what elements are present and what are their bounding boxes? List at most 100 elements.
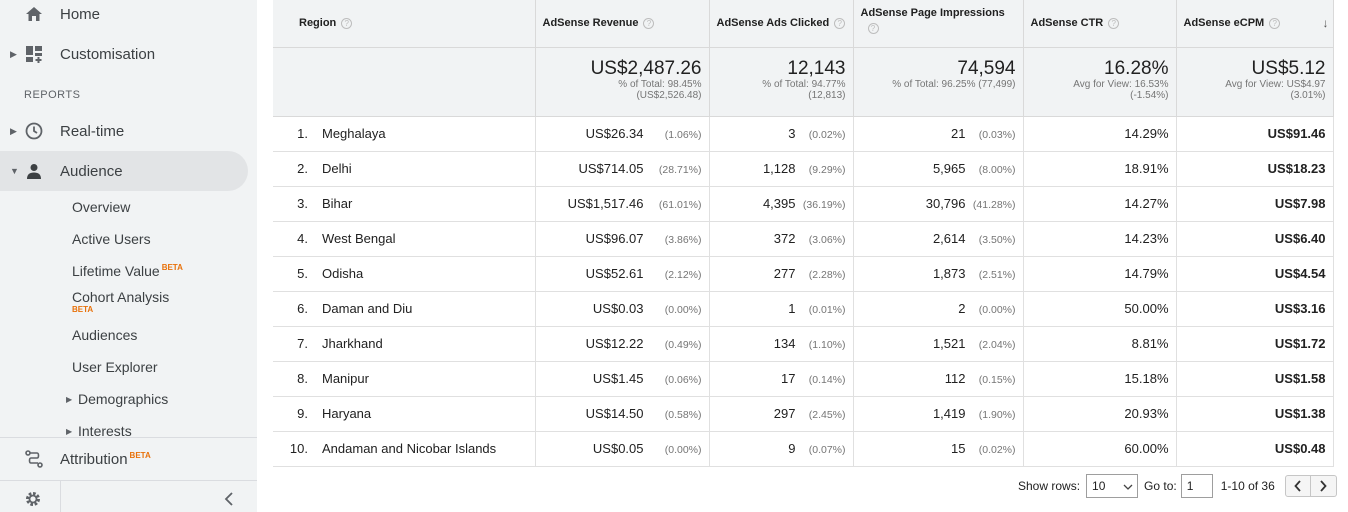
region-name[interactable]: Meghalaya — [322, 126, 386, 141]
totals-sub: (3.01%) — [1290, 89, 1326, 101]
region-name[interactable]: Manipur — [322, 371, 369, 386]
ctr-cell: 14.29% — [1023, 116, 1177, 152]
totals-sub: % of Total: 94.77% — [762, 78, 846, 90]
nav-audience-label: Audience — [60, 162, 123, 180]
impressions-cell: 15 (0.02%) — [853, 431, 1024, 467]
impressions-value: 1,521 — [932, 336, 966, 351]
revenue-cell: US$0.03 (0.00%) — [535, 291, 710, 327]
revenue-cell: US$14.50 (0.58%) — [535, 396, 710, 432]
region-cell[interactable]: 3. Bihar — [273, 186, 536, 222]
header-ecpm[interactable]: AdSense eCPM? ↓ — [1176, 0, 1334, 48]
header-revenue[interactable]: AdSense Revenue? — [535, 0, 710, 48]
gear-icon[interactable] — [24, 490, 42, 512]
region-cell[interactable]: 7. Jharkhand — [273, 326, 536, 362]
region-cell[interactable]: 5. Odisha — [273, 256, 536, 292]
region-cell[interactable]: 8. Manipur — [273, 361, 536, 397]
header-region-label: Region — [299, 17, 337, 30]
sort-descending-icon[interactable]: ↓ — [1322, 16, 1329, 30]
header-revenue-label: AdSense Revenue — [542, 17, 639, 30]
beta-badge: BETA — [72, 305, 94, 314]
header-ads-clicked[interactable]: AdSense Ads Clicked? — [709, 0, 854, 48]
help-icon[interactable]: ? — [341, 17, 353, 29]
row-index: 10. — [289, 441, 308, 456]
region-name[interactable]: Andaman and Nicobar Islands — [322, 441, 497, 456]
ads-clicked-percent: (2.45%) — [808, 409, 846, 421]
nav-audiences[interactable]: Audiences — [72, 327, 138, 343]
show-rows-select[interactable]: 10 — [1086, 474, 1139, 498]
help-icon[interactable]: ? — [867, 23, 879, 34]
table-row[interactable]: 2. Delhi US$714.05 (28.71%) 1,128 (9.29%) 5,96… — [273, 151, 1334, 187]
region-name[interactable]: Daman and Diu — [322, 301, 413, 316]
ecpm-cell: US$91.46 — [1176, 116, 1334, 152]
region-cell[interactable]: 10. Andaman and Nicobar Islands — [273, 431, 536, 467]
ctr-cell: 8.81% — [1023, 326, 1177, 362]
table-row[interactable]: 6. Daman and Diu US$0.03 (0.00%) 1 (0.01%) 2 (0… — [273, 291, 1334, 327]
region-cell[interactable]: 2. Delhi — [273, 151, 536, 187]
nav-attribution[interactable]: Attribution BETA — [0, 439, 248, 479]
region-name[interactable]: Odisha — [322, 266, 364, 281]
ecpm-cell: US$18.23 — [1176, 151, 1334, 187]
region-name[interactable]: West Bengal — [322, 231, 396, 246]
nav-home[interactable]: Home — [0, 0, 248, 34]
table-row[interactable]: 10. Andaman and Nicobar Islands US$0.05 (0.… — [273, 431, 1334, 467]
revenue-value: US$714.05 — [578, 161, 644, 176]
impressions-percent: (0.00%) — [978, 304, 1016, 316]
nav-attribution-text: Attribution — [60, 450, 128, 468]
table-row[interactable]: 5. Odisha US$52.61 (2.12%) 277 (2.28%) 1,873 (2… — [273, 256, 1334, 292]
goto-input[interactable]: 1 — [1180, 474, 1213, 498]
table-row[interactable]: 3. Bihar US$1,517.46 (61.01%) 4,395 (36.19%) 3… — [273, 186, 1334, 222]
help-icon[interactable]: ? — [834, 17, 846, 29]
header-region[interactable]: Region? — [273, 0, 536, 48]
revenue-value: US$52.61 — [585, 266, 644, 281]
chevron-left-icon[interactable] — [224, 492, 234, 511]
table-row[interactable]: 4. West Bengal US$96.07 (3.86%) 372 (3.06%) 2,… — [273, 221, 1334, 257]
ecpm-value: US$1.72 — [1274, 336, 1326, 351]
nav-audience[interactable]: ▼ Audience — [0, 151, 248, 191]
header-ctr[interactable]: AdSense CTR? — [1023, 0, 1177, 48]
region-cell[interactable]: 6. Daman and Diu — [273, 291, 536, 327]
revenue-percent: (2.12%) — [664, 269, 702, 281]
caret-right-icon: ▶ — [66, 427, 73, 436]
totals-value: 16.28% — [1104, 57, 1169, 79]
help-icon[interactable]: ? — [643, 17, 655, 29]
beta-badge: BETA — [129, 450, 151, 460]
ecpm-value: US$6.40 — [1274, 231, 1326, 246]
nav-demographics[interactable]: Demographics — [78, 391, 169, 407]
impressions-value: 5,965 — [932, 161, 966, 176]
nav-cohort-analysis[interactable]: Cohort Analysis — [72, 289, 170, 305]
table-row[interactable]: 8. Manipur US$1.45 (0.06%) 17 (0.14%) 112 (0.15… — [273, 361, 1334, 397]
nav-interests[interactable]: Interests — [78, 423, 132, 439]
region-name[interactable]: Jharkhand — [322, 336, 383, 351]
table-row[interactable]: 7. Jharkhand US$12.22 (0.49%) 134 (1.10%) 1,52… — [273, 326, 1334, 362]
nav-user-explorer[interactable]: User Explorer — [72, 359, 158, 375]
nav-realtime[interactable]: ▶ Real-time — [0, 111, 248, 151]
ecpm-value: US$1.38 — [1274, 406, 1326, 421]
region-name[interactable]: Delhi — [322, 161, 352, 176]
impressions-cell: 1,521 (2.04%) — [853, 326, 1024, 362]
ctr-cell: 18.91% — [1023, 151, 1177, 187]
nav-overview[interactable]: Overview — [72, 199, 131, 215]
row-index: 5. — [297, 266, 308, 281]
region-cell[interactable]: 1. Meghalaya — [273, 116, 536, 152]
help-icon[interactable]: ? — [1269, 17, 1281, 29]
table-row[interactable]: 1. Meghalaya US$26.34 (1.06%) 3 (0.02%) 21 (0.0… — [273, 116, 1334, 152]
region-cell[interactable]: 4. West Bengal — [273, 221, 536, 257]
next-page-button[interactable] — [1310, 475, 1337, 497]
table-row[interactable]: 9. Haryana US$14.50 (0.58%) 297 (2.45%) 1,419 (… — [273, 396, 1334, 432]
ecpm-cell: US$6.40 — [1176, 221, 1334, 257]
region-cell[interactable]: 9. Haryana — [273, 396, 536, 432]
revenue-percent: (0.00%) — [664, 444, 702, 456]
nav-active-users[interactable]: Active Users — [72, 231, 151, 247]
region-name[interactable]: Bihar — [322, 196, 353, 211]
ads-clicked-cell: 17 (0.14%) — [709, 361, 854, 397]
region-name[interactable]: Haryana — [322, 406, 372, 421]
header-row: Region? AdSense Revenue? AdSense Ads Cli… — [273, 0, 1334, 48]
nav-customisation[interactable]: ▶ Customisation — [0, 34, 248, 74]
header-page-impressions[interactable]: AdSense Page Impressions? — [853, 0, 1024, 48]
nav-lifetime-value[interactable]: Lifetime Value BETA — [72, 263, 183, 279]
help-icon[interactable]: ? — [1108, 17, 1120, 29]
ecpm-value: US$91.46 — [1267, 126, 1326, 141]
revenue-percent: (1.06%) — [664, 129, 702, 141]
ads-clicked-cell: 134 (1.10%) — [709, 326, 854, 362]
prev-page-button[interactable] — [1284, 475, 1311, 497]
